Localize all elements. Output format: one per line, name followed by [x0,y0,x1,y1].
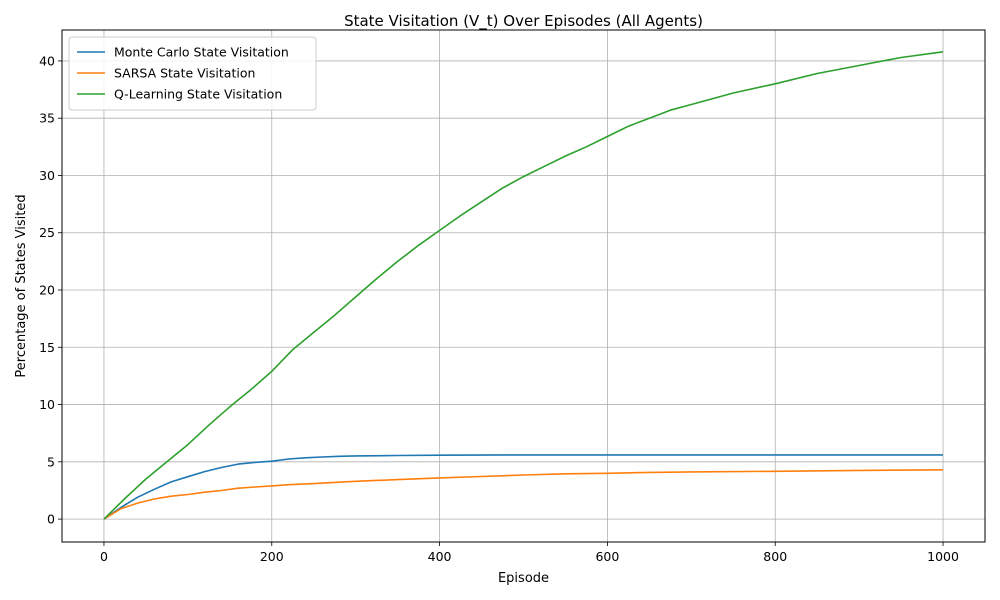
y-tick-label: 5 [47,454,55,469]
legend: Monte Carlo State Visitation SARSA State … [68,36,317,111]
x-tick-label: 0 [100,549,108,564]
y-tick-label: 35 [39,111,55,126]
plot-frame [61,29,986,543]
y-tick-label: 10 [39,397,55,412]
series-layer [103,51,944,520]
series-line-0 [103,454,943,520]
legend-box [68,36,317,111]
y-tick-label: 15 [39,340,55,355]
y-tick-label: 0 [47,512,55,527]
x-tick-label: 1000 [927,549,959,564]
x-tick-label: 800 [763,549,787,564]
y-tick-label: 25 [39,225,55,240]
grid [62,30,985,542]
y-tick-label: 30 [39,168,55,183]
x-tick-label: 200 [260,549,284,564]
x-axis-label: Episode [498,571,549,586]
series-line-2 [103,51,944,520]
legend-label-1: SARSA State Visitation [114,66,255,81]
y-ticks: 0 5 10 15 20 25 30 35 40 [39,53,62,527]
y-axis-label: Percentage of States Visited [14,194,29,377]
series-line-1 [103,469,944,520]
x-tick-label: 400 [428,549,452,564]
y-tick-label: 40 [39,53,55,68]
x-ticks: 0 200 400 600 800 1000 [100,542,959,564]
chart-title: State Visitation (V_t) Over Episodes (Al… [344,12,703,31]
x-tick-label: 600 [595,549,619,564]
legend-label-0: Monte Carlo State Visitation [114,45,289,60]
legend-label-2: Q-Learning State Visitation [114,87,282,102]
y-tick-label: 20 [39,283,55,298]
